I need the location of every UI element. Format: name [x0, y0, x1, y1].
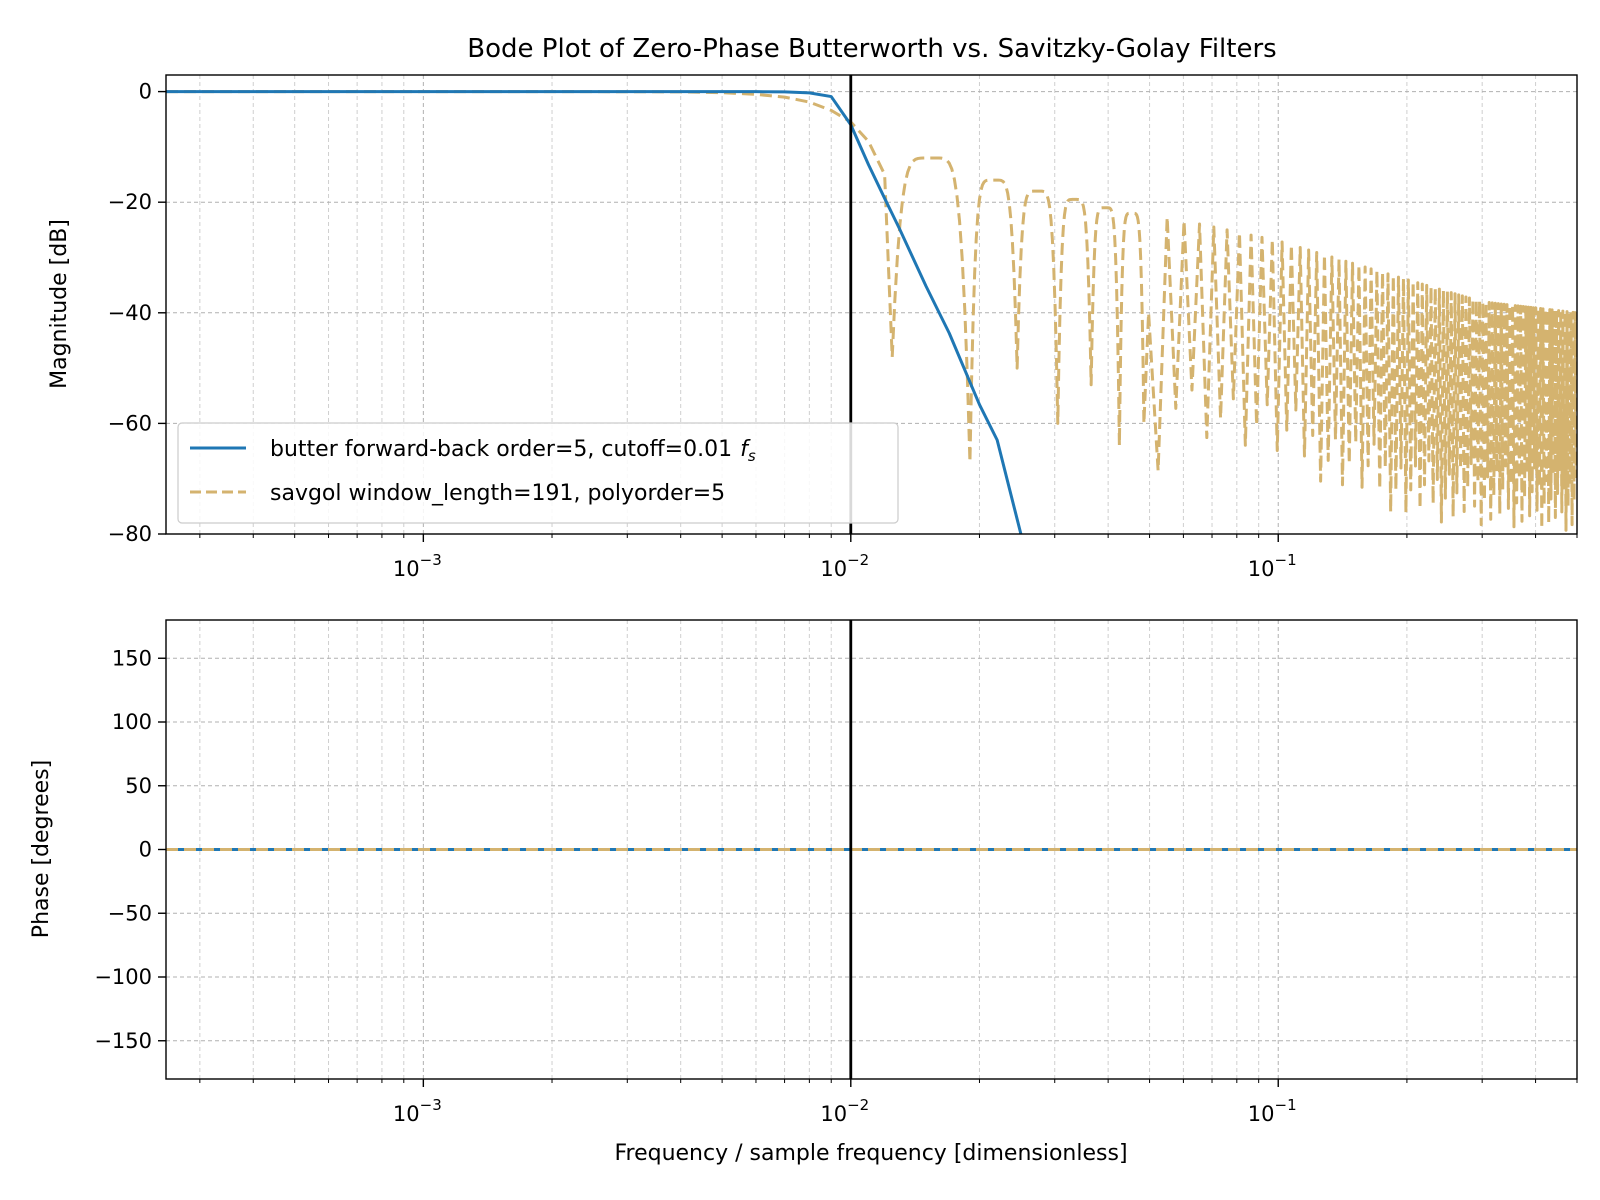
- magnitude-ylabel: Magnitude [dB]: [47, 219, 72, 389]
- magnitude-ticks: 0 −20 −40 −60 −80 10−3 10−2 10−1: [108, 80, 1578, 581]
- phase-panel: 150 100 50 0 −50 −100 −150 10−3 10−2 10−1 Phase […: [29, 619, 1578, 1166]
- x-tick-label: 10−2: [820, 1096, 869, 1126]
- y-tick-label: −100: [94, 965, 152, 989]
- y-tick-label: −40: [108, 301, 152, 325]
- savgol-magnitude-line: [166, 90, 1577, 532]
- legend-label-butter-math: f: [740, 437, 751, 462]
- y-tick-label: −20: [108, 190, 152, 214]
- legend: butter forward-back order=5, cutoff=0.01…: [177, 422, 899, 524]
- y-tick-label: 150: [112, 646, 152, 670]
- y-tick-label: −60: [108, 411, 152, 435]
- legend-label-savgol: savgol window_length=191, polyorder=5: [270, 481, 725, 506]
- x-tick-label: 10−3: [393, 551, 442, 581]
- magnitude-panel: 0 −20 −40 −60 −80 10−3 10−2 10−1 Magnitude [dB]…: [47, 74, 1578, 581]
- legend-label-butter-sub: s: [748, 447, 756, 465]
- legend-label-butter-text: butter forward-back order=5, cutoff=0.01: [270, 437, 732, 462]
- y-tick-label: 50: [125, 774, 152, 798]
- chart-title: Bode Plot of Zero-Phase Butterworth vs. …: [467, 34, 1276, 64]
- legend-label-butter: butter forward-back order=5, cutoff=0.01…: [270, 437, 756, 465]
- x-tick-label: 10−3: [393, 1096, 442, 1126]
- phase-ylabel: Phase [degrees]: [29, 760, 54, 938]
- y-tick-label: 100: [112, 710, 152, 734]
- y-tick-label: −80: [108, 522, 152, 546]
- y-tick-label: −150: [94, 1029, 152, 1053]
- y-tick-label: 0: [139, 838, 152, 862]
- phase-xlabel: Frequency / sample frequency [dimensionl…: [614, 1141, 1127, 1166]
- x-tick-label: 10−1: [1248, 551, 1297, 581]
- x-tick-label: 10−1: [1248, 1096, 1297, 1126]
- legend-box: [177, 422, 899, 524]
- y-tick-label: 0: [139, 80, 152, 104]
- y-tick-label: −50: [108, 901, 152, 925]
- x-tick-label: 10−2: [820, 551, 869, 581]
- phase-ticks: 150 100 50 0 −50 −100 −150 10−3 10−2 10−1: [94, 646, 1578, 1126]
- magnitude-frame: [165, 74, 1578, 535]
